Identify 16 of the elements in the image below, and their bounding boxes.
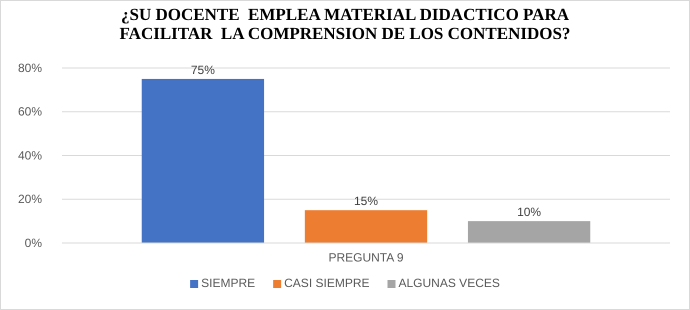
bar — [468, 221, 590, 243]
y-tick-label: 40% — [18, 148, 42, 162]
data-label: 75% — [190, 62, 216, 77]
y-tick-label: 20% — [18, 192, 42, 206]
chart-title: ¿SU DOCENTE EMPLEA MATERIAL DIDACTICO PARA FACILITAR LA COMPRENSION DE LOS CONTENIDOS? — [120, 5, 570, 43]
y-tick-label: 60% — [18, 104, 42, 119]
legend-label: ALGUNAS VECES — [398, 276, 500, 290]
y-tick-label: 80% — [18, 60, 42, 75]
bar — [304, 210, 428, 243]
data-label: 15% — [354, 194, 378, 208]
bar — [142, 78, 264, 243]
data-label: 10% — [517, 205, 542, 220]
y-tick-label: 0% — [24, 236, 42, 250]
legend-label: SIEMPRE — [201, 276, 256, 290]
legend-label: CASI SIEMPRE — [284, 276, 370, 290]
x-tick-label: PREGUNTA 9 — [328, 250, 404, 265]
